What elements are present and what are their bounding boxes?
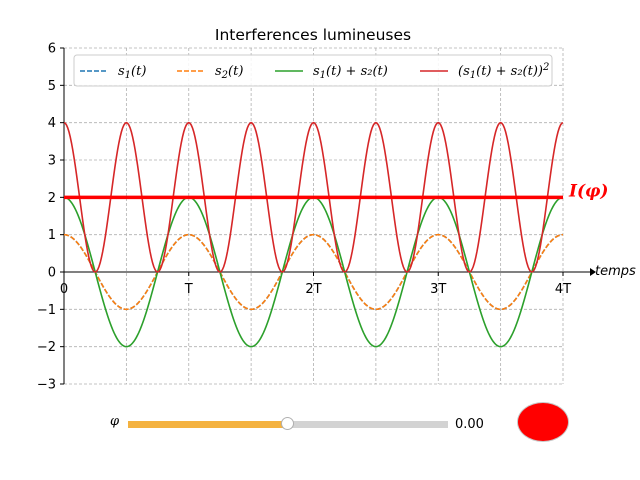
x-axis-arrow — [590, 268, 596, 276]
tick-labels: −3 −2 −1 0 1 2 3 4 5 6 0 T 2T 3T 4T — [37, 42, 571, 393]
phi-slider-handle[interactable] — [281, 417, 294, 430]
phi-slider-value: 0.00 — [455, 417, 484, 432]
legend: s1(t) s2(t) s1(t) + s₂(t) (s1(t) + s₂(t))2 — [73, 54, 553, 87]
y-tick-label: 6 — [48, 42, 56, 57]
phi-slider-fill — [128, 421, 288, 428]
y-tick-label: 1 — [48, 228, 56, 243]
y-tick-label: 3 — [48, 154, 56, 169]
legend-box — [73, 54, 553, 87]
series-line-4 — [63, 121, 564, 273]
series-group: I(φ) — [63, 121, 608, 348]
intensity-color-button[interactable] — [517, 402, 569, 442]
y-tick-label: 5 — [48, 79, 56, 94]
x-tick-label: 4T — [555, 282, 571, 297]
x-tick-label: 2T — [305, 282, 321, 297]
y-tick-label: −3 — [37, 378, 56, 393]
series-line-2 — [63, 233, 564, 311]
x-tick-label: 0 — [60, 282, 68, 297]
x-axis-label: temps — [595, 264, 636, 279]
y-tick-label: 4 — [48, 116, 56, 131]
legend-label-4: (s1(t) + s₂(t))2 — [458, 62, 549, 81]
y-tick-label: 0 — [48, 266, 56, 281]
y-tick-label: −1 — [37, 303, 56, 318]
axes — [63, 48, 596, 384]
legend-label-2: s2(t) — [215, 64, 243, 81]
x-tick-label: T — [184, 282, 193, 297]
legend-label-1: s1(t) — [118, 64, 146, 81]
y-tick-label: −2 — [37, 340, 56, 355]
intensity-label: I(φ) — [568, 181, 608, 201]
legend-label-3: s1(t) + s₂(t) — [313, 64, 388, 81]
chart-title: Interferences lumineuses — [215, 26, 411, 44]
x-tick-label: 3T — [430, 282, 446, 297]
y-tick-label: 2 — [48, 191, 56, 206]
phi-slider-label: φ — [110, 414, 120, 429]
